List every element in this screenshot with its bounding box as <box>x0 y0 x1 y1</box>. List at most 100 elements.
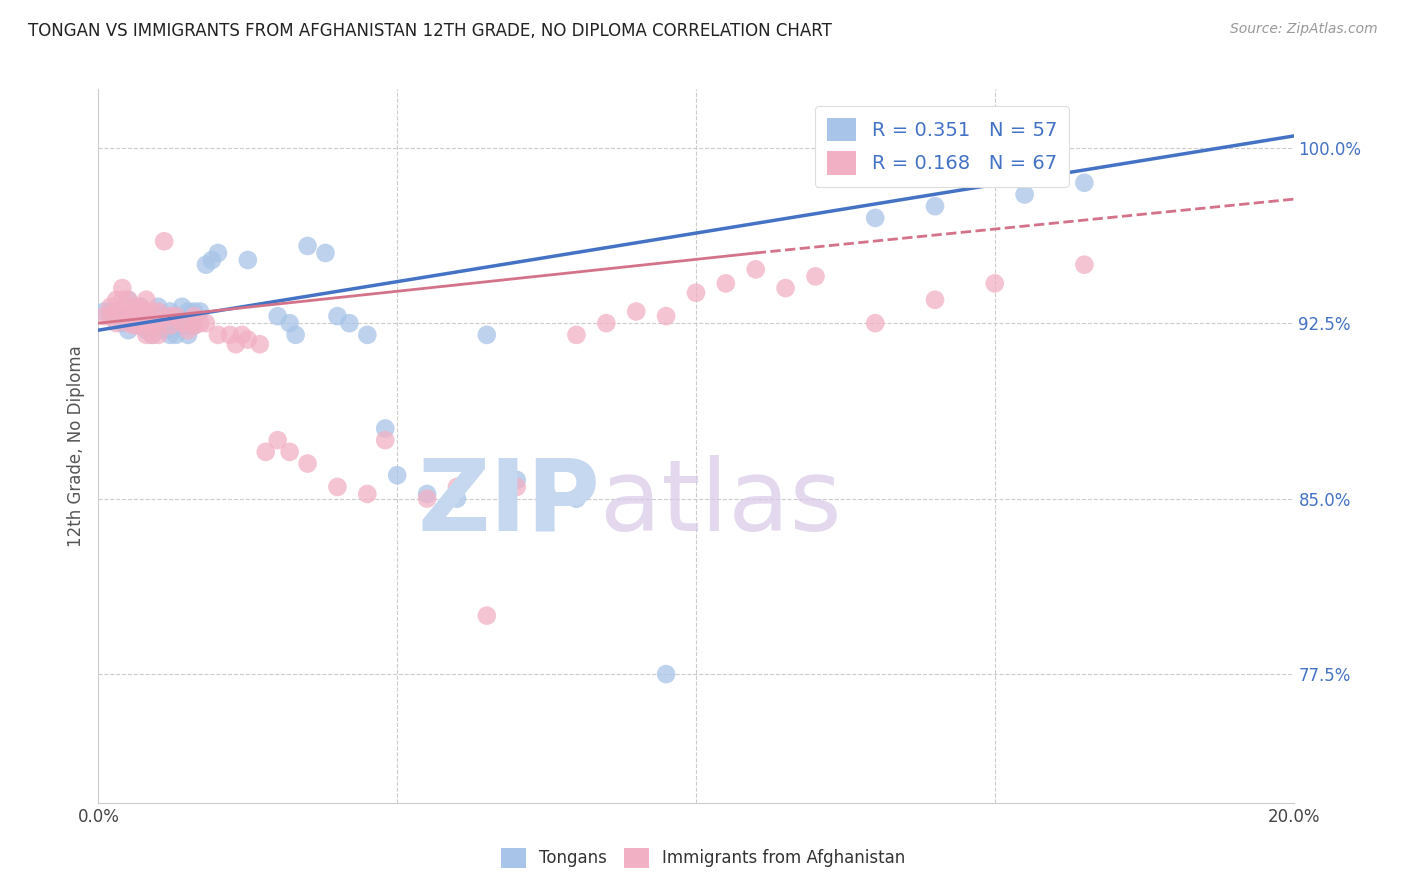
Point <box>124 304 146 318</box>
Point <box>775 281 797 295</box>
Point <box>117 304 139 318</box>
Point <box>98 300 122 314</box>
Point <box>626 304 648 318</box>
Point <box>745 262 768 277</box>
Point <box>159 327 181 342</box>
Point <box>159 316 181 330</box>
Point <box>165 327 187 342</box>
Point <box>172 316 194 330</box>
Point <box>339 316 361 330</box>
Point <box>714 277 737 291</box>
Point <box>195 258 218 272</box>
Point <box>111 316 134 330</box>
Point <box>475 608 498 623</box>
Point <box>219 327 242 342</box>
Point <box>129 318 152 333</box>
Point <box>135 314 157 328</box>
Point <box>129 300 152 314</box>
Point <box>135 304 157 318</box>
Point <box>141 304 163 318</box>
Point <box>865 211 887 225</box>
Legend: Tongans, Immigrants from Afghanistan: Tongans, Immigrants from Afghanistan <box>494 841 912 875</box>
Point <box>124 300 146 314</box>
Point <box>183 309 205 323</box>
Point <box>135 293 157 307</box>
Point <box>135 316 157 330</box>
Point <box>135 304 157 318</box>
Point <box>117 293 139 307</box>
Point <box>124 316 146 330</box>
Point <box>924 293 946 307</box>
Text: ZIP: ZIP <box>418 455 600 551</box>
Point <box>267 433 290 447</box>
Point <box>446 491 468 506</box>
Point <box>416 491 439 506</box>
Point <box>141 327 163 342</box>
Point <box>153 309 176 323</box>
Point <box>172 300 194 314</box>
Text: TONGAN VS IMMIGRANTS FROM AFGHANISTAN 12TH GRADE, NO DIPLOMA CORRELATION CHART: TONGAN VS IMMIGRANTS FROM AFGHANISTAN 12… <box>28 22 832 40</box>
Point <box>135 327 157 342</box>
Point <box>111 281 134 295</box>
Point <box>105 304 128 318</box>
Point <box>565 327 588 342</box>
Point <box>177 318 200 333</box>
Point <box>188 304 211 318</box>
Point <box>267 309 290 323</box>
Point <box>1073 176 1095 190</box>
Point <box>356 487 378 501</box>
Point <box>177 304 200 318</box>
Point <box>924 199 946 213</box>
Point <box>148 327 170 342</box>
Point <box>207 327 229 342</box>
Point <box>595 316 617 330</box>
Point <box>148 318 170 333</box>
Point <box>249 337 271 351</box>
Point <box>225 337 247 351</box>
Point <box>129 300 152 314</box>
Point <box>148 304 170 318</box>
Point <box>356 327 378 342</box>
Point <box>165 318 187 333</box>
Point <box>111 304 134 318</box>
Point <box>148 316 170 330</box>
Point <box>1014 187 1036 202</box>
Point <box>129 309 152 323</box>
Point <box>117 309 139 323</box>
Point <box>278 316 301 330</box>
Point <box>326 480 349 494</box>
Point <box>254 445 277 459</box>
Point <box>117 323 139 337</box>
Point <box>231 327 253 342</box>
Point <box>655 309 678 323</box>
Point <box>141 316 163 330</box>
Point <box>1073 258 1095 272</box>
Point <box>374 421 396 435</box>
Point <box>183 304 205 318</box>
Point <box>117 316 139 330</box>
Text: Source: ZipAtlas.com: Source: ZipAtlas.com <box>1230 22 1378 37</box>
Point <box>124 318 146 333</box>
Point <box>124 309 146 323</box>
Point <box>655 667 678 681</box>
Point <box>183 318 205 333</box>
Point <box>207 246 229 260</box>
Point <box>297 239 319 253</box>
Point <box>148 300 170 314</box>
Point <box>201 252 224 267</box>
Point <box>117 293 139 307</box>
Point <box>506 480 529 494</box>
Point <box>475 327 498 342</box>
Point <box>141 318 163 333</box>
Point <box>188 316 211 330</box>
Point <box>98 309 122 323</box>
Point <box>536 487 558 501</box>
Point <box>177 327 200 342</box>
Point <box>93 304 115 318</box>
Point <box>111 293 134 307</box>
Point <box>984 277 1007 291</box>
Point <box>385 468 409 483</box>
Point <box>105 309 128 323</box>
Point <box>159 304 181 318</box>
Point <box>183 318 205 333</box>
